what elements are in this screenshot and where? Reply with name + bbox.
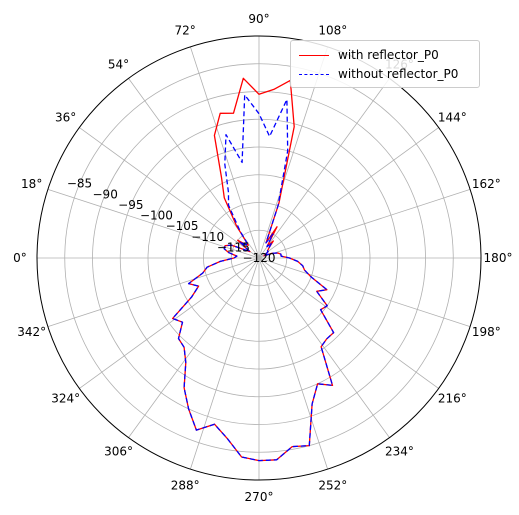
theta-tick-label: 144° bbox=[438, 111, 467, 125]
r-tick-labels: −120−115−110−105−100−95−90−85 bbox=[67, 177, 276, 265]
theta-grid-line bbox=[258, 189, 471, 259]
legend-swatch-without-reflector bbox=[299, 73, 329, 75]
theta-tick-label: 198° bbox=[472, 325, 501, 339]
theta-grid-line bbox=[258, 257, 439, 389]
theta-tick-label: 180° bbox=[484, 251, 513, 265]
legend-entry-with-reflector: with reflector_P0 bbox=[299, 46, 439, 64]
r-tick-label: −120 bbox=[243, 251, 276, 265]
theta-tick-label: 216° bbox=[438, 391, 467, 405]
theta-grid-line bbox=[258, 257, 328, 470]
theta-tick-label: 342° bbox=[17, 325, 46, 339]
r-tick-label: −115 bbox=[217, 240, 250, 254]
series-layer bbox=[171, 77, 335, 462]
theta-grid-line bbox=[47, 257, 260, 327]
theta-tick-label: 270° bbox=[245, 490, 274, 504]
theta-tick-label: 306° bbox=[104, 444, 133, 458]
theta-tick-label: 252° bbox=[318, 478, 347, 492]
r-tick-label: −95 bbox=[118, 198, 143, 212]
theta-tick-label: 162° bbox=[472, 177, 501, 191]
r-tick-label: −100 bbox=[140, 209, 173, 223]
theta-grid-line bbox=[79, 127, 260, 259]
theta-tick-label: 288° bbox=[171, 478, 200, 492]
legend: with reflector_P0 without reflector_P0 bbox=[290, 40, 480, 88]
theta-grid-line bbox=[47, 189, 260, 259]
r-tick-label: −105 bbox=[166, 219, 199, 233]
theta-tick-label: 18° bbox=[21, 177, 42, 191]
legend-swatch-with-reflector bbox=[299, 54, 329, 56]
r-tick-label: −110 bbox=[191, 230, 224, 244]
legend-label-with-reflector: with reflector_P0 bbox=[338, 48, 439, 62]
legend-entry-without-reflector: without reflector_P0 bbox=[299, 65, 458, 83]
theta-grid-line bbox=[258, 127, 439, 259]
theta-tick-label: 90° bbox=[248, 12, 269, 26]
theta-tick-label: 36° bbox=[55, 111, 76, 125]
theta-grid-line bbox=[258, 257, 390, 438]
theta-tick-label: 72° bbox=[175, 24, 196, 38]
theta-grid-line bbox=[79, 257, 260, 389]
legend-label-without-reflector: without reflector_P0 bbox=[338, 67, 459, 81]
theta-tick-label: 0° bbox=[13, 251, 27, 265]
series-line-0 bbox=[171, 77, 335, 462]
r-tick-label: −85 bbox=[67, 177, 92, 191]
r-tick-label: −90 bbox=[93, 187, 118, 201]
theta-grid-line bbox=[258, 257, 471, 327]
theta-tick-labels: 0°18°36°54°72°90°108°126°144°162°180°198… bbox=[13, 12, 512, 504]
theta-grid-line bbox=[128, 257, 260, 438]
theta-tick-label: 108° bbox=[318, 24, 347, 38]
theta-tick-label: 324° bbox=[51, 391, 80, 405]
polar-frame bbox=[36, 35, 482, 481]
theta-tick-label: 234° bbox=[385, 444, 414, 458]
theta-tick-label: 54° bbox=[108, 58, 129, 72]
series-line-1 bbox=[171, 94, 335, 462]
theta-grid-line bbox=[190, 257, 260, 470]
theta-grid-line bbox=[258, 78, 390, 259]
